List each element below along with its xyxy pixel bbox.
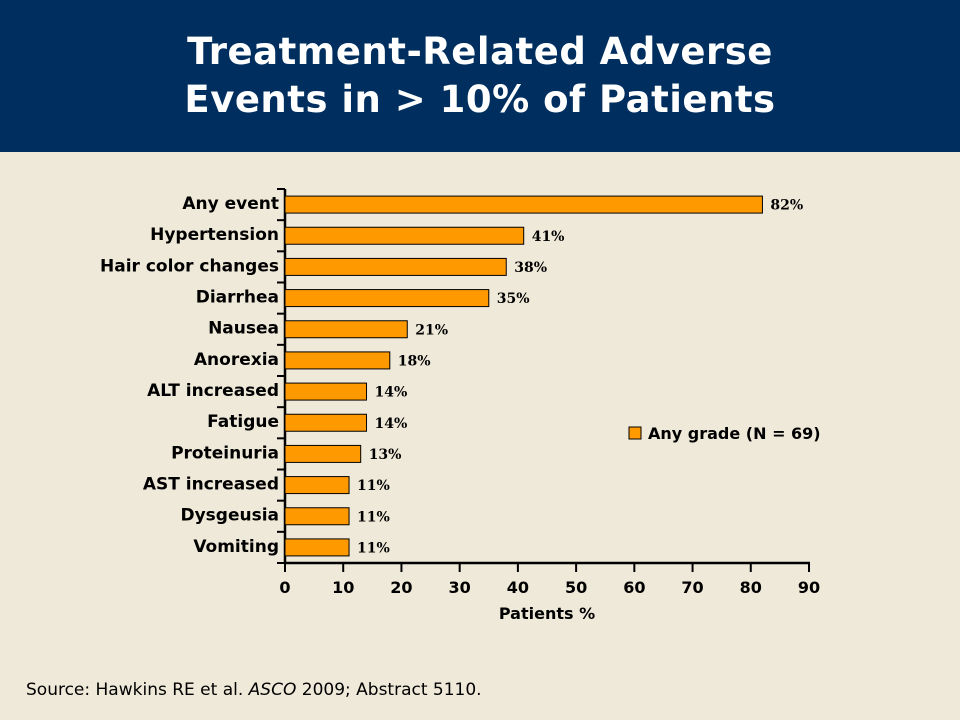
data-label: 35% xyxy=(497,291,530,307)
data-label: 38% xyxy=(514,260,547,276)
data-label: 11% xyxy=(357,509,390,525)
category-label: Fatigue xyxy=(207,412,279,432)
source-citation: Source: Hawkins RE et al. ASCO 2009; Abs… xyxy=(26,680,482,700)
page-title-line-1: Treatment-Related Adverse xyxy=(187,30,773,73)
x-tick-label: 30 xyxy=(449,578,471,597)
x-tick-label: 70 xyxy=(681,578,703,597)
bar-any-event xyxy=(284,195,763,214)
bar-hypertension xyxy=(284,226,525,245)
category-label: Diarrhea xyxy=(196,288,279,308)
category-label: Anorexia xyxy=(194,350,279,370)
bar-ast-increased xyxy=(284,476,350,495)
category-label: Hypertension xyxy=(150,225,279,245)
bar-anorexia xyxy=(284,351,391,370)
bar-proteinuria xyxy=(284,444,362,463)
header-banner: Treatment-Related Adverse Events in > 10… xyxy=(0,0,960,152)
data-label: 14% xyxy=(375,385,408,401)
x-tick-label: 80 xyxy=(740,578,762,597)
page-title-line-2: Events in > 10% of Patients xyxy=(184,78,776,121)
category-label: ALT increased xyxy=(147,381,279,401)
category-label: Dysgeusia xyxy=(180,506,279,526)
x-tick-label: 10 xyxy=(332,578,354,597)
data-label: 11% xyxy=(357,478,390,494)
category-label: AST increased xyxy=(143,475,279,495)
x-tick-label: 0 xyxy=(279,578,290,597)
bar-dysgeusia xyxy=(284,507,350,526)
data-label: 21% xyxy=(415,322,448,338)
x-tick-label: 90 xyxy=(798,578,820,597)
source-journal: ASCO xyxy=(248,680,297,700)
x-tick-label: 40 xyxy=(507,578,529,597)
category-label: Proteinuria xyxy=(171,443,279,463)
data-label: 14% xyxy=(375,416,408,432)
bar-nausea xyxy=(284,320,408,339)
data-label: 18% xyxy=(398,353,431,369)
category-label: Nausea xyxy=(208,319,279,339)
source-prefix: Source: Hawkins RE et al. xyxy=(26,680,249,700)
bar-vomiting xyxy=(284,538,350,557)
category-label: Hair color changes xyxy=(100,256,279,276)
x-axis-title: Patients % xyxy=(499,604,595,623)
x-tick-label: 20 xyxy=(390,578,412,597)
x-tick-label: 50 xyxy=(565,578,587,597)
legend-label: Any grade (N = 69) xyxy=(648,424,821,443)
bar-fatigue xyxy=(284,413,368,432)
data-label: 13% xyxy=(369,447,402,463)
data-label: 82% xyxy=(770,198,803,214)
data-label: 11% xyxy=(357,540,390,556)
bar-alt-increased xyxy=(284,382,368,401)
data-label: 41% xyxy=(532,229,565,245)
source-suffix: 2009; Abstract 5110. xyxy=(296,680,482,700)
bar-hair-color-changes xyxy=(284,257,507,276)
bar-diarrhea xyxy=(284,289,490,308)
x-tick-label: 60 xyxy=(623,578,645,597)
legend-swatch xyxy=(628,426,642,440)
category-label: Vomiting xyxy=(193,537,279,557)
category-label: Any event xyxy=(182,194,279,214)
